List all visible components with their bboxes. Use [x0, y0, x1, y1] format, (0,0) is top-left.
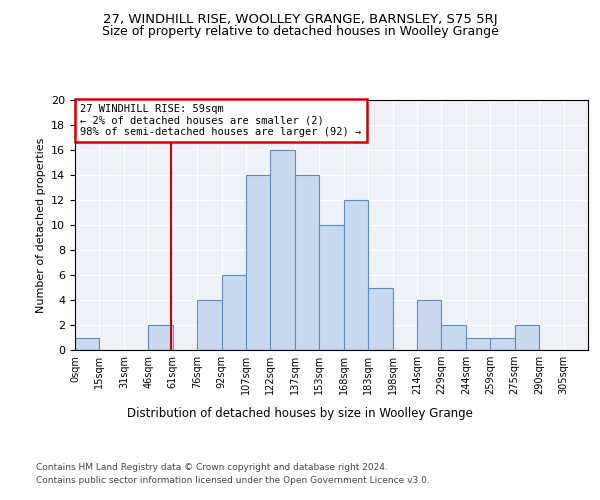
Bar	[515, 325, 539, 350]
Bar	[221, 275, 246, 350]
Y-axis label: Number of detached properties: Number of detached properties	[35, 138, 46, 312]
Bar	[271, 150, 295, 350]
Bar	[197, 300, 221, 350]
Bar	[148, 325, 173, 350]
Text: 27, WINDHILL RISE, WOOLLEY GRANGE, BARNSLEY, S75 5RJ: 27, WINDHILL RISE, WOOLLEY GRANGE, BARNS…	[103, 12, 497, 26]
Bar	[442, 325, 466, 350]
Bar	[368, 288, 392, 350]
Bar	[466, 338, 490, 350]
Bar	[75, 338, 100, 350]
Bar	[344, 200, 368, 350]
Text: 27 WINDHILL RISE: 59sqm
← 2% of detached houses are smaller (2)
98% of semi-deta: 27 WINDHILL RISE: 59sqm ← 2% of detached…	[80, 104, 361, 137]
Text: Contains public sector information licensed under the Open Government Licence v3: Contains public sector information licen…	[36, 476, 430, 485]
Bar	[246, 175, 271, 350]
Bar	[295, 175, 319, 350]
Bar	[319, 225, 344, 350]
Text: Contains HM Land Registry data © Crown copyright and database right 2024.: Contains HM Land Registry data © Crown c…	[36, 462, 388, 471]
Bar	[417, 300, 442, 350]
Bar	[490, 338, 515, 350]
Text: Distribution of detached houses by size in Woolley Grange: Distribution of detached houses by size …	[127, 408, 473, 420]
Text: Size of property relative to detached houses in Woolley Grange: Size of property relative to detached ho…	[101, 25, 499, 38]
